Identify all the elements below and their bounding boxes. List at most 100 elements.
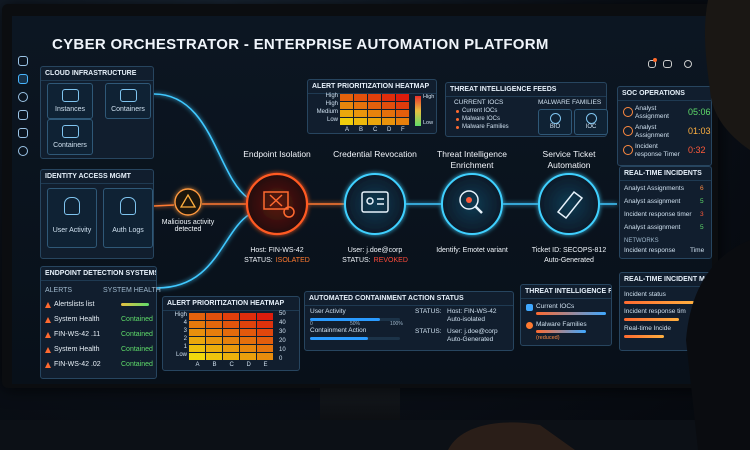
heat-cell [354,110,367,117]
nav-dashboard[interactable] [18,74,28,84]
column-label: A [195,362,200,368]
panel-title: ALERT PRIORITIZATION HEATMAP [308,80,436,94]
soc-timer: 0:32 [688,145,706,155]
nav-history[interactable] [18,92,28,102]
analyst-icon [623,107,633,117]
icon-bug [466,197,472,203]
nav-settings[interactable] [18,146,28,156]
heat-cell [340,118,353,125]
heat-cell [189,313,205,320]
mgmt-bar [624,318,679,321]
scale-label: 10 [279,347,286,353]
heat-cell [240,321,256,328]
resource-tile: Containers [47,119,93,155]
heat-cell [223,337,239,344]
section-title: CURRENT IOCS [454,99,504,106]
nav-reports[interactable] [18,128,28,138]
step-title: Threat Intelligence Enrichment [437,149,507,170]
analyst-icon [623,145,633,155]
heat-cell [396,118,409,125]
mgmt-bar [624,301,694,304]
row-label: High [325,93,338,99]
alert-status: Contained [121,316,153,323]
column-label: F [401,127,405,133]
bar-label: User Activity [310,308,346,315]
heat-cell [189,345,205,352]
panel-title: CLOUD INFRASTRUCTURE [41,67,153,81]
alert-icon [179,193,197,208]
heat-cell [189,329,205,336]
heat-cell [257,345,273,352]
heat-cell [354,118,367,125]
heat-cell [382,94,395,101]
column-label: C [373,127,378,133]
feed-label: Malware Families [536,321,587,328]
heat-cell [257,353,273,360]
tile-icon [62,125,79,138]
health-bar [121,303,149,306]
heatmap-panel: ALERT PRIORITIZATION HEATMAP High 4 3 2 1 Low A… [162,296,300,371]
heat-cell [240,345,256,352]
heatmap-panel: ALERT PRIORITIZATION HEATMAP High High Medi… [307,79,437,134]
alert-icon [45,317,51,323]
connector [156,213,251,289]
heat-cell [368,110,381,117]
legend-bar [415,96,421,126]
notifications[interactable] [648,60,656,68]
family-tile: BIO [538,109,572,135]
heat-cell [340,110,353,117]
row-label: 1 [183,344,187,350]
settings[interactable] [684,60,692,68]
family-label: BIO [549,124,561,130]
step-detail: Ticket ID: SECOPS-812 [531,247,607,254]
alert-name: System Health [54,346,100,353]
panel-title: THREAT INTELLIGENCE FEEDS [446,83,606,97]
alert-name: FIN-WS-42 .11 [54,331,101,338]
step-detail: User: j.doe@corp [347,247,403,254]
nav-tools[interactable] [18,110,28,120]
row-label: 3 [183,328,187,334]
feed-bar [536,312,606,315]
column-header: ALERTS [45,287,73,294]
heat-cell [240,329,256,336]
icon-monitor [263,191,289,210]
section-title: NETWORKS [624,238,659,244]
heat-cell [206,345,222,352]
progress-fill [310,318,380,321]
step-node [245,172,309,236]
nav-home[interactable] [18,56,28,66]
heat-cell [206,329,222,336]
bullet [456,126,459,129]
bullet [456,110,459,113]
heat-cell [206,353,222,360]
incident-label: Analyst assignment [624,198,681,205]
incident-count: 6 [700,185,704,192]
ioc-item: Malware Families [462,124,509,130]
tile-icon [120,89,137,102]
scale-label: 50% [350,321,361,327]
ioc-item: Malware IOCs [462,116,501,122]
identity-tile: Auth Logs [103,188,153,248]
bullet [456,118,459,121]
intel-panel: THREAT INTELLIGENCE FEEDS CURRENT IOCS Cur… [445,82,608,137]
intel-panel: THREAT INTELLIGENCE FEEDS Current IOCs Mal… [520,284,612,346]
status-result: Auto-Generated [447,336,494,343]
heat-cell [240,353,256,360]
feed-note: (reduced) [536,335,560,341]
heat-cell [382,110,395,117]
step-node [538,173,600,235]
column-header: SYSTEM HEALTH [103,287,161,294]
scale-label: 30 [279,329,286,335]
row-label: High [174,312,187,318]
icon-id-card [361,191,389,213]
soc-timer: 05:06 [688,107,711,117]
incident-label: Incident response timer [624,211,692,218]
alert-status: Contained [121,331,153,338]
messages[interactable] [663,60,672,68]
step-detail: Identify: Emotet variant [436,247,508,254]
mgmt-label: Incident status [624,291,666,298]
flow-diagram [153,93,617,289]
panel-title: THREAT INTELLIGENCE FEEDS [521,285,611,299]
tile-label: Auth Logs [112,227,144,234]
